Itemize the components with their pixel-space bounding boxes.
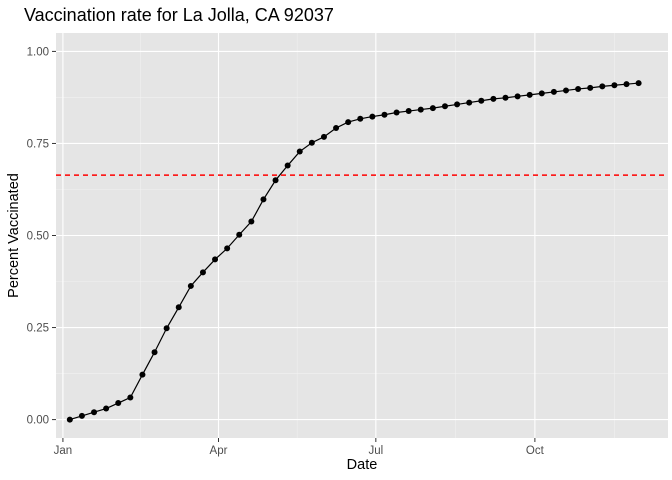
data-point [66,416,73,423]
data-point [478,97,485,104]
y-tick-label: 0.50 [27,231,49,243]
data-point [272,177,279,184]
data-point [163,325,170,332]
y-tick-label: 1.00 [27,46,49,58]
x-tick-label: Apr [210,445,228,457]
data-point [369,113,376,120]
data-point [635,80,642,87]
data-point [623,81,630,88]
data-point [429,105,436,112]
data-point [454,101,461,108]
data-point [139,371,146,378]
data-point [611,82,618,89]
data-point [115,400,122,407]
data-point [296,148,303,155]
data-point [393,109,400,116]
data-point [550,88,557,95]
y-axis-title: Percent Vaccinated [6,173,22,298]
data-point [151,349,158,356]
data-point [333,124,340,131]
data-point [514,93,521,100]
data-point [502,94,509,101]
data-point [563,87,569,94]
y-tick-label: 0.00 [27,415,49,427]
x-axis-title: Date [347,457,378,473]
x-tick-label: Jan [54,445,73,457]
data-point [345,119,352,126]
data-point [587,84,594,91]
data-point [127,394,134,401]
data-point [103,405,110,412]
data-point [248,218,255,225]
data-point [78,412,85,419]
data-point [284,162,291,169]
data-point [381,111,388,118]
data-point [575,85,582,92]
y-tick-label: 0.25 [27,323,49,335]
x-axis-ticks: Jan Apr Jul Oct [54,438,545,457]
data-point [91,409,98,416]
data-point [260,196,267,203]
data-point [187,282,194,289]
series-points [66,80,642,423]
data-point [236,231,243,238]
x-tick-label: Oct [526,445,545,457]
y-axis-ticks: 0.00 0.25 0.50 0.75 1.00 [27,46,56,427]
data-point [490,95,497,102]
data-point [405,108,412,115]
data-point [212,256,219,263]
data-point [526,91,533,98]
data-point [357,115,364,122]
data-point [224,245,231,252]
data-point [417,106,424,113]
data-point [538,90,545,97]
y-tick-label: 0.75 [27,138,49,150]
data-point [466,99,473,106]
chart-title: Vaccination rate for La Jolla, CA 92037 [24,5,334,25]
data-point [320,133,327,140]
major-gridlines [56,33,668,438]
data-point [441,103,448,110]
data-point [199,269,206,276]
data-point [599,83,606,90]
data-point [175,304,182,311]
data-point [308,139,315,146]
x-tick-label: Jul [368,445,383,457]
